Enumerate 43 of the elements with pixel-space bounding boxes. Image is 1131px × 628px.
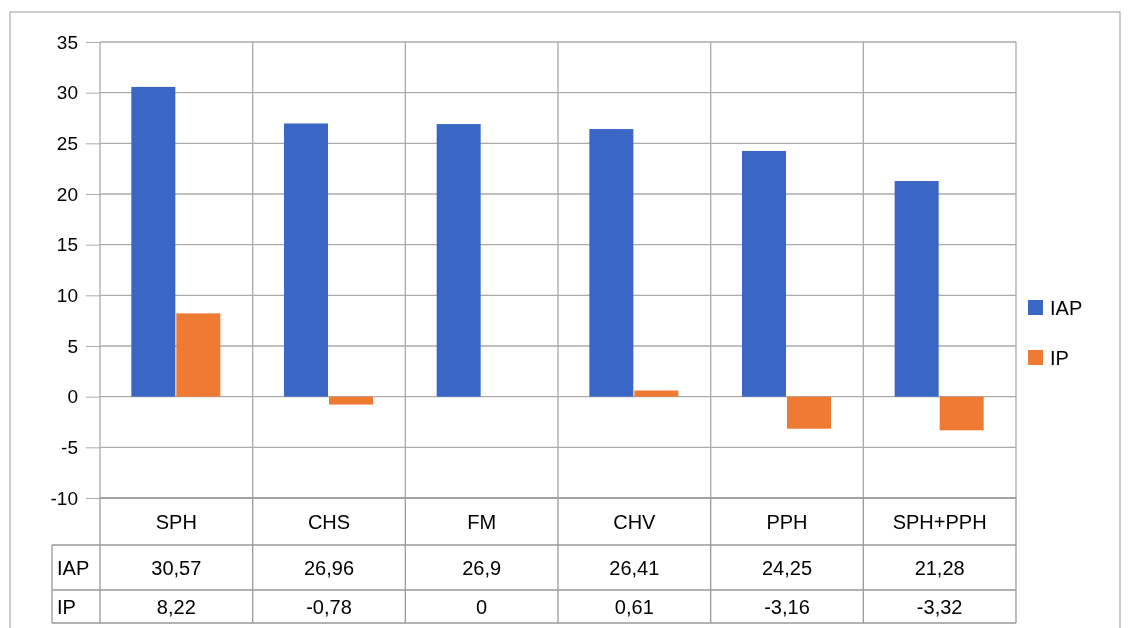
x-tick-label: FM (467, 510, 497, 533)
bar (329, 396, 373, 405)
bar (894, 181, 939, 397)
y-tick-label: 15 (56, 234, 78, 256)
bar (176, 313, 221, 397)
y-tick-label: 5 (67, 335, 78, 357)
bar (284, 123, 328, 397)
text: IAP (57, 556, 90, 579)
bar (589, 129, 634, 397)
y-tick-label: 25 (56, 132, 78, 154)
x-tick-label: PPH (766, 510, 808, 533)
data-label: -3,16 (764, 595, 810, 618)
y-tick-label: 0 (67, 386, 78, 408)
y-tick-label: 35 (56, 31, 78, 53)
y-tick-label: -5 (61, 436, 78, 458)
data-label: -0,78 (306, 595, 352, 618)
y-tick-label: -10 (50, 487, 78, 509)
data-label: -3,32 (916, 595, 963, 618)
bar (634, 390, 679, 397)
bar (742, 150, 786, 397)
bar (436, 124, 481, 397)
x-tick-label: CHV (613, 510, 657, 533)
data-label: 21,28 (914, 556, 965, 579)
legend-label: IAP (1050, 297, 1083, 319)
text: IP (57, 595, 76, 618)
bar (939, 396, 984, 431)
data-label: 24,25 (761, 556, 813, 579)
bar (131, 86, 176, 397)
y-tick-label: 10 (56, 284, 78, 306)
data-label: 26,9 (462, 556, 502, 579)
data-label: 0,61 (614, 595, 654, 618)
x-tick-label: SPH (155, 510, 197, 533)
y-tick-label: 20 (56, 183, 78, 205)
data-label: 30,57 (151, 556, 202, 579)
x-tick-label: CHS (307, 510, 351, 533)
data-label: 0 (476, 595, 488, 618)
data-label: 26,41 (609, 556, 660, 579)
data-label: 8,22 (156, 595, 196, 618)
y-tick-label: 30 (56, 82, 78, 104)
data-label: 26,96 (303, 556, 355, 579)
legend-label: IP (1050, 347, 1069, 369)
x-tick-label: SPH+PPH (892, 510, 987, 533)
bar (787, 396, 831, 429)
